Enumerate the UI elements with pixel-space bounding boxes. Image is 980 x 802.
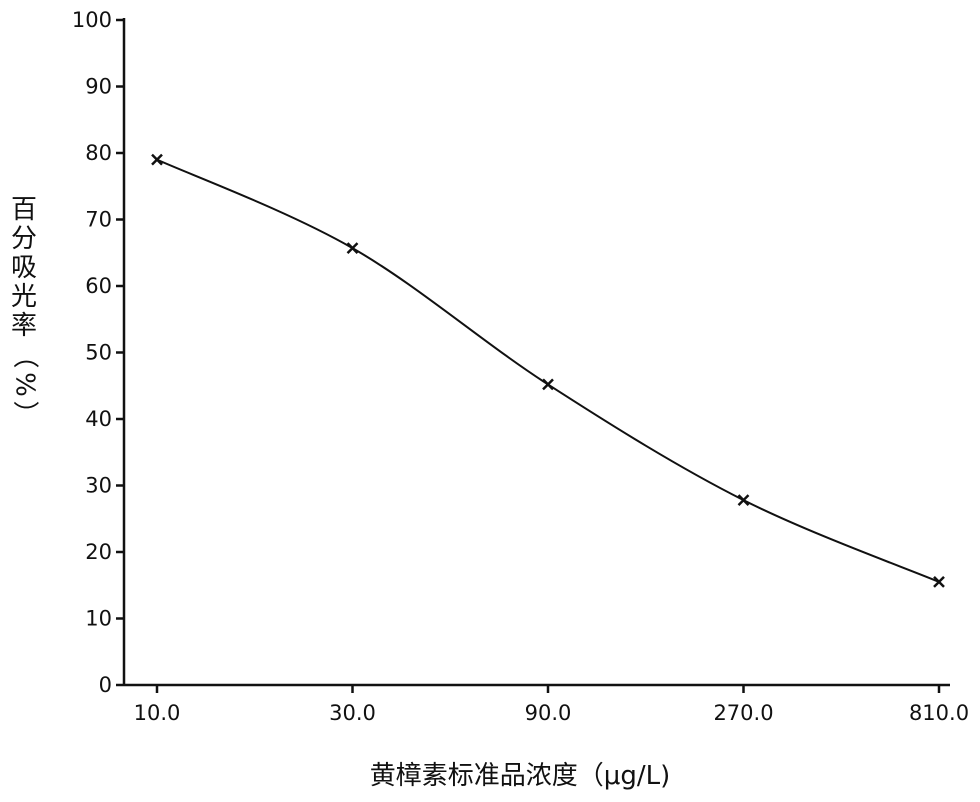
x-tick-label: 810.0 xyxy=(909,701,969,725)
y-tick-label: 0 xyxy=(99,673,112,697)
data-point-marker xyxy=(934,577,944,587)
y-axis-title-glyph: ） xyxy=(10,400,40,426)
y-tick-label: 50 xyxy=(85,341,112,365)
y-tick-label: 40 xyxy=(85,407,112,431)
data-point-marker xyxy=(543,379,553,389)
x-tick-label: 270.0 xyxy=(713,701,773,725)
y-tick-label: 80 xyxy=(85,141,112,165)
data-point-marker xyxy=(152,155,162,165)
y-axis-title-glyph: 率 xyxy=(11,311,37,341)
y-axis-title-glyph: 光 xyxy=(11,282,37,312)
y-axis-title-glyph: % xyxy=(10,372,40,397)
y-axis-title-glyph: 吸 xyxy=(11,253,37,283)
x-tick-label: 10.0 xyxy=(134,701,181,725)
data-point-marker xyxy=(348,243,358,253)
data-point-marker xyxy=(739,495,749,505)
data-point-markers xyxy=(152,155,944,587)
x-axis-title: 黄樟素标准品浓度（μg/L) xyxy=(370,761,670,791)
y-axis-ticks: 0 10 20 30 40 50 60 70 80 90 100 xyxy=(72,8,124,697)
y-tick-label: 20 xyxy=(85,540,112,564)
x-tick-label: 30.0 xyxy=(329,701,376,725)
x-tick-label: 90.0 xyxy=(525,701,572,725)
x-axis-ticks: 10.0 30.0 90.0 270.0 810.0 xyxy=(134,685,969,725)
y-tick-label: 100 xyxy=(72,8,112,32)
y-tick-label: 90 xyxy=(85,75,112,99)
y-axis-title-glyph: 百 xyxy=(11,195,37,225)
y-axis-title-glyph: （ xyxy=(10,342,40,368)
y-tick-label: 60 xyxy=(85,274,112,298)
y-tick-label: 10 xyxy=(85,607,112,631)
series-curve xyxy=(157,160,939,582)
y-tick-label: 70 xyxy=(85,208,112,232)
y-tick-label: 30 xyxy=(85,474,112,498)
y-axis-title: 百分吸光率（% ） xyxy=(10,195,40,427)
y-axis-title-glyph: 分 xyxy=(11,224,37,254)
